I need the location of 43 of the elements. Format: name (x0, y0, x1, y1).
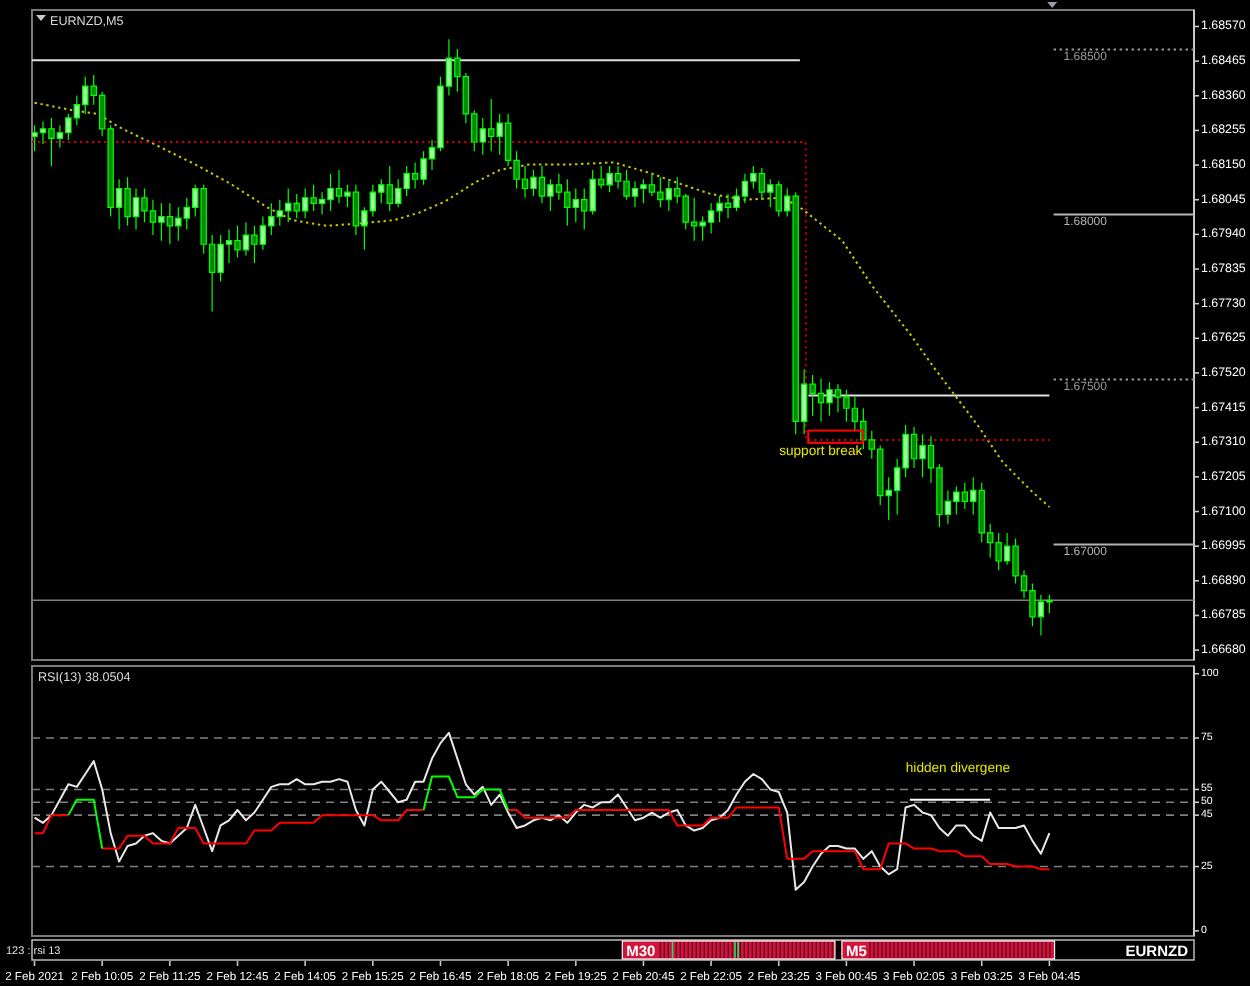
candlestick (657, 176, 664, 208)
candlestick (234, 225, 241, 259)
candlestick (690, 197, 698, 242)
candlestick (843, 389, 850, 423)
candlestick (386, 165, 393, 212)
candlestick (775, 180, 782, 218)
candlestick (310, 184, 317, 212)
candlestick (606, 165, 613, 193)
candlestick (572, 187, 580, 223)
candlestick (953, 485, 960, 516)
candlestick (623, 169, 630, 201)
candlestick (640, 178, 647, 204)
candlestick (910, 426, 918, 469)
candlestick (724, 193, 732, 219)
candlestick (834, 383, 842, 413)
candlestick (564, 178, 571, 227)
candlestick (665, 180, 673, 212)
candlestick (158, 202, 165, 242)
candlestick (242, 221, 250, 257)
candlestick (826, 381, 833, 417)
candlestick (538, 165, 546, 204)
candlestick (741, 173, 749, 204)
candlestick (335, 169, 343, 204)
candlestick (166, 202, 174, 245)
line-series (33, 731, 1051, 891)
candlestick (530, 169, 537, 197)
candlestick (48, 117, 55, 167)
line-series (33, 101, 1051, 508)
candlestick (124, 176, 131, 227)
candlestick (995, 532, 1002, 571)
candlestick (792, 191, 799, 435)
candlestick (758, 167, 766, 201)
candlestick (285, 187, 292, 223)
candlestick (919, 433, 926, 478)
candlestick (327, 173, 334, 212)
candlestick (707, 202, 715, 234)
candlestick (961, 482, 969, 510)
candlestick (293, 193, 300, 219)
candlestick (175, 206, 182, 242)
candlestick (301, 187, 309, 219)
candlestick (251, 225, 258, 264)
candlestick (817, 377, 825, 423)
candlestick (32, 124, 38, 152)
